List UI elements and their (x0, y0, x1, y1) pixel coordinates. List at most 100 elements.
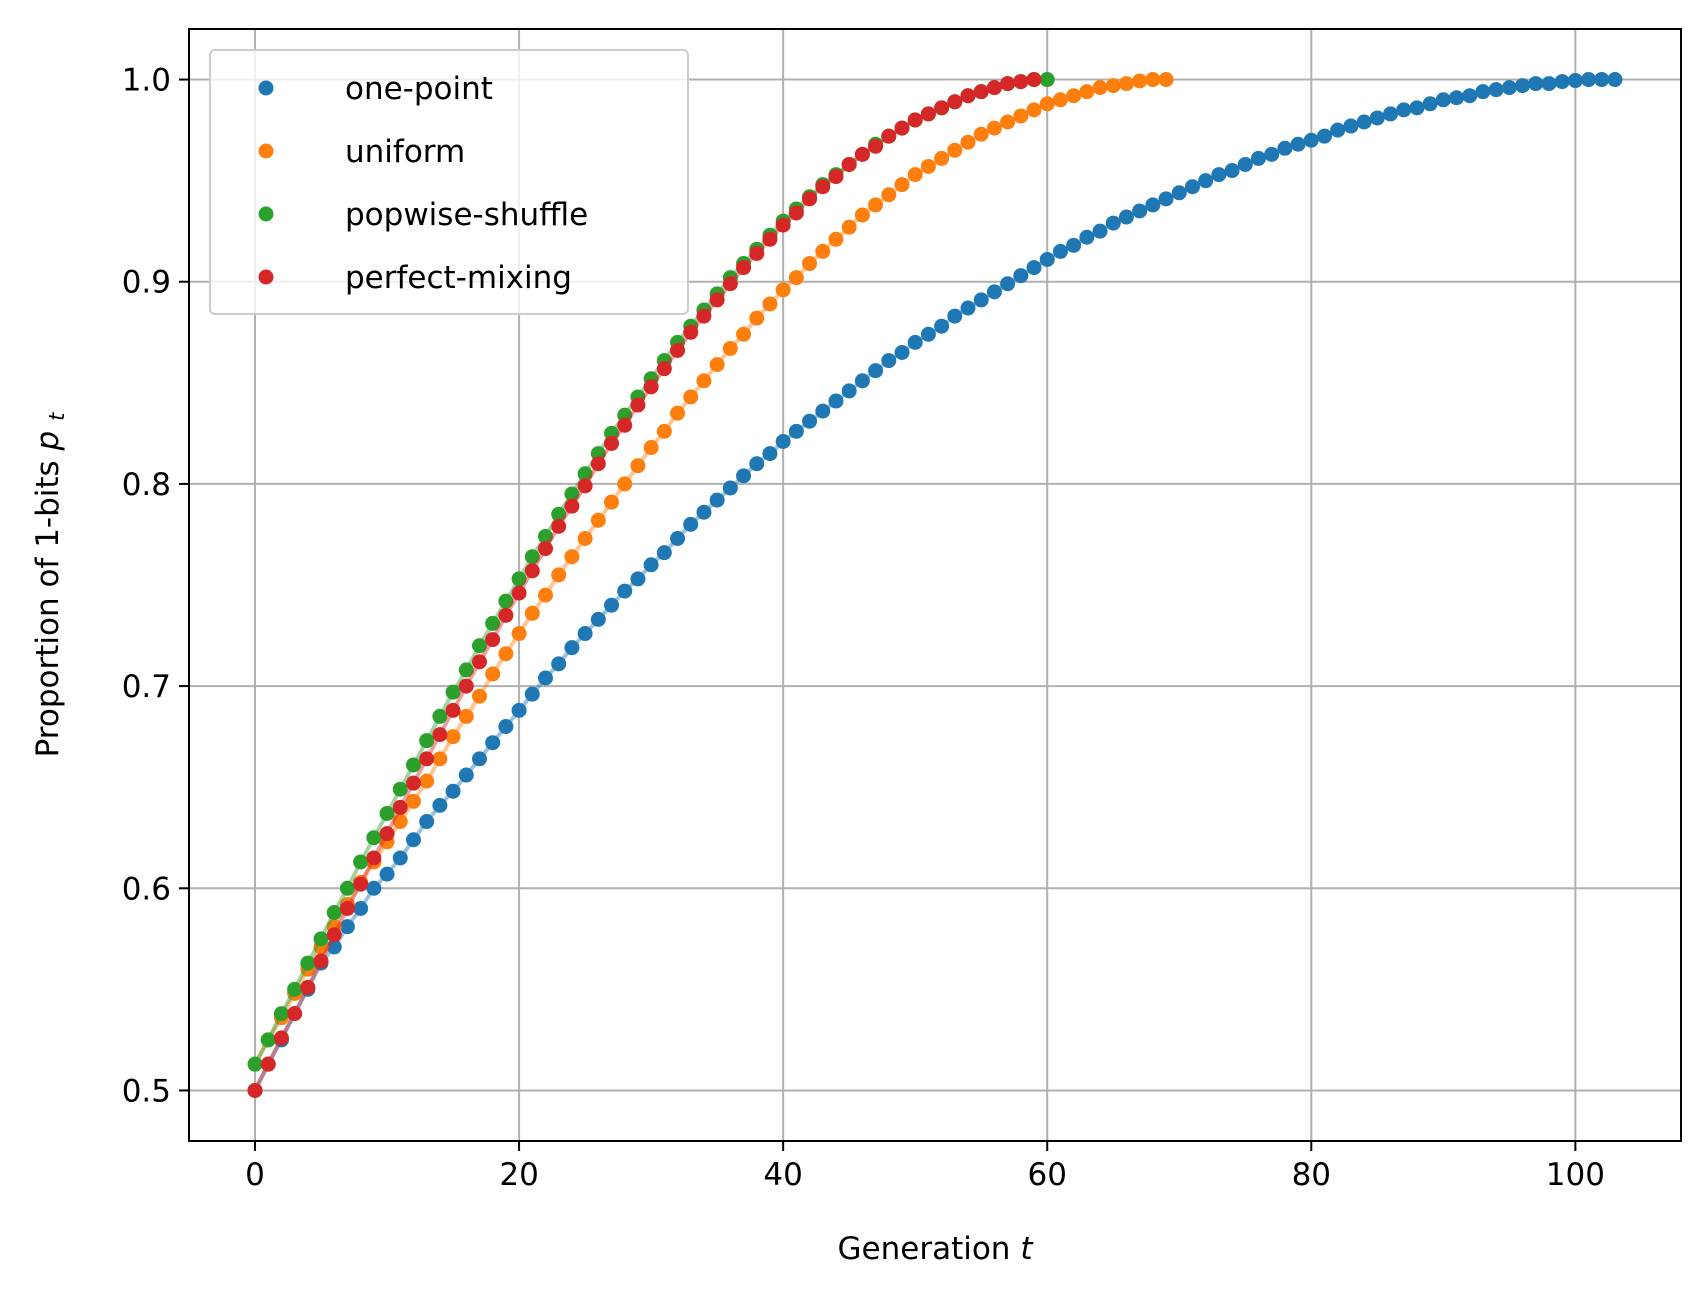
legend-marker (258, 269, 274, 285)
data-point (920, 326, 936, 342)
data-point (841, 219, 857, 235)
y-tick-label: 0.8 (122, 467, 171, 503)
data-point (537, 541, 553, 557)
data-point (511, 702, 527, 718)
y-axis-label-var: p (30, 431, 66, 452)
data-point (604, 494, 620, 510)
data-point (1303, 132, 1319, 148)
data-point (1105, 215, 1121, 231)
data-point (630, 571, 646, 587)
data-point (366, 850, 382, 866)
data-point (973, 292, 989, 308)
y-tick-label: 0.9 (122, 265, 171, 301)
data-point (828, 231, 844, 247)
data-point (1330, 122, 1346, 138)
data-point (1066, 88, 1082, 104)
data-point (722, 340, 738, 356)
legend-label: perfect-mixing (345, 260, 572, 296)
data-point (300, 955, 316, 971)
data-point (617, 476, 633, 492)
data-point (1422, 96, 1438, 112)
x-axis-label-text: Generation (838, 1231, 1011, 1267)
data-point (1158, 191, 1174, 207)
data-point (353, 900, 369, 916)
data-point (260, 1032, 276, 1048)
data-point (432, 751, 448, 767)
data-point (564, 640, 580, 656)
data-point (868, 138, 884, 154)
data-point (709, 492, 725, 508)
data-point (1105, 78, 1121, 94)
data-point (670, 405, 686, 421)
data-point (1000, 276, 1016, 292)
data-point (960, 300, 976, 316)
data-point (1132, 73, 1148, 89)
data-point (1567, 73, 1583, 89)
data-point (815, 243, 831, 259)
data-point (1594, 72, 1610, 88)
data-point (313, 931, 329, 947)
data-point (775, 217, 791, 233)
data-point (973, 84, 989, 100)
data-point (749, 310, 765, 326)
x-tick-label: 20 (499, 1157, 538, 1193)
data-point (696, 308, 712, 324)
data-point (986, 120, 1002, 136)
data-point (379, 866, 395, 882)
data-point (775, 433, 791, 449)
data-point (498, 719, 514, 735)
data-point (260, 1056, 276, 1072)
data-point (339, 900, 355, 916)
data-point (577, 478, 593, 494)
data-point (1554, 74, 1570, 90)
data-point (1211, 167, 1227, 183)
data-point (577, 626, 593, 642)
data-point (1118, 209, 1134, 225)
data-point (788, 205, 804, 221)
data-point (802, 191, 818, 207)
series-perfect-mixing (247, 72, 1042, 1098)
x-tick-label: 40 (763, 1157, 802, 1193)
y-tick-label: 1.0 (122, 63, 171, 99)
data-point (920, 158, 936, 174)
data-point (537, 587, 553, 603)
x-axis-label-var: t (1020, 1231, 1034, 1267)
data-point (458, 708, 474, 724)
data-point (1475, 84, 1491, 100)
data-point (1026, 102, 1042, 118)
data-point (722, 480, 738, 496)
data-point (1488, 82, 1504, 98)
data-point (604, 435, 620, 451)
data-point (419, 773, 435, 789)
data-point (868, 363, 884, 379)
data-point (1607, 72, 1623, 88)
data-point (696, 373, 712, 389)
data-point (696, 504, 712, 520)
data-point (894, 344, 910, 360)
y-axis-label-text: Proportion of 1-bits (30, 460, 66, 757)
y-tick-label: 0.7 (122, 669, 171, 705)
data-point (471, 751, 487, 767)
data-point (498, 593, 514, 609)
data-point (247, 1056, 263, 1072)
data-point (709, 357, 725, 373)
legend-label: uniform (345, 134, 465, 170)
data-point (590, 456, 606, 472)
data-point (564, 549, 580, 565)
data-point (1132, 203, 1148, 219)
data-point (564, 486, 580, 502)
data-point (617, 417, 633, 433)
data-point (894, 120, 910, 136)
data-point (524, 563, 540, 579)
data-point (1541, 76, 1557, 92)
data-point (366, 880, 382, 896)
data-point (1184, 179, 1200, 195)
legend-items: one-point uniform popwise-shuffle perfect-m… (258, 71, 588, 296)
data-point (881, 353, 897, 369)
data-point (432, 797, 448, 813)
x-tick-label: 0 (245, 1157, 265, 1193)
data-point (604, 597, 620, 613)
data-point (498, 646, 514, 662)
data-point (1435, 92, 1451, 108)
data-point (590, 512, 606, 528)
